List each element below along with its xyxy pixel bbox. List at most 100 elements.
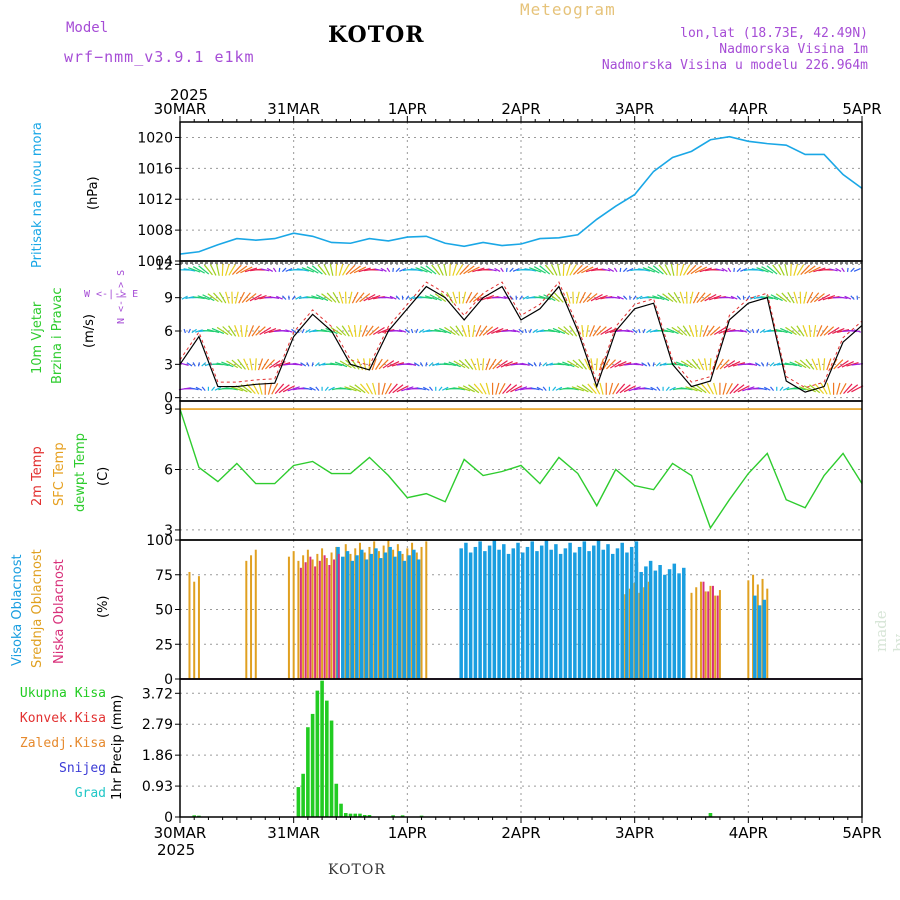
wind-arrow bbox=[671, 326, 684, 336]
wind-arrow bbox=[716, 358, 724, 370]
wind-arrow bbox=[491, 328, 504, 334]
precip-tick-label: 2.79 bbox=[142, 717, 173, 733]
wind-arrow bbox=[429, 294, 442, 302]
wind-arrow bbox=[279, 329, 289, 333]
wind-arrow bbox=[706, 383, 714, 395]
high-cloud-bar bbox=[412, 549, 416, 679]
wind-arrow bbox=[216, 362, 229, 367]
wind-arrow bbox=[602, 268, 611, 272]
legend-hail: Grad bbox=[74, 786, 106, 801]
wind-arrow bbox=[803, 291, 808, 304]
wind-arrow bbox=[665, 386, 670, 392]
wind-arrow bbox=[790, 263, 792, 276]
precip-tick-label: 1.86 bbox=[142, 748, 173, 764]
wind-arrow bbox=[721, 267, 728, 272]
wind-arrow bbox=[291, 295, 296, 300]
wind-arrow bbox=[512, 329, 521, 333]
wind-arrow bbox=[399, 267, 407, 272]
date-tick-bottom: 2APR bbox=[501, 824, 540, 842]
date-tick-bottom: 1APR bbox=[388, 824, 427, 842]
mid-cloud-bar bbox=[292, 551, 295, 679]
wind-arrow bbox=[808, 266, 821, 274]
wind-arrow bbox=[656, 386, 661, 392]
wind-arrow bbox=[850, 295, 855, 300]
wind-arrow bbox=[452, 263, 458, 276]
high-cloud-bar bbox=[554, 544, 558, 679]
wind-arrow bbox=[512, 267, 520, 272]
high-cloud-bar bbox=[402, 560, 407, 679]
date-tick-top: 3APR bbox=[615, 100, 654, 118]
wind-arrow bbox=[377, 328, 390, 334]
wind-arrow bbox=[756, 328, 760, 334]
wind-arrow bbox=[833, 359, 844, 370]
wind-arrow bbox=[581, 324, 584, 338]
high-cloud-bar bbox=[757, 605, 762, 679]
wind-arrow bbox=[222, 326, 233, 336]
wind-arrow bbox=[249, 293, 262, 302]
wind-arrow bbox=[418, 328, 425, 334]
wind-arrow bbox=[666, 327, 679, 335]
wind-arrow bbox=[449, 263, 451, 276]
wind-arrow bbox=[582, 292, 592, 303]
date-tick-top: 4APR bbox=[729, 100, 768, 118]
wind-arrow bbox=[749, 362, 758, 366]
wind-arrow bbox=[300, 362, 307, 367]
wind-arrow bbox=[779, 386, 784, 392]
wind-arrow bbox=[739, 329, 748, 333]
cloud-tick-label: 50 bbox=[155, 603, 173, 619]
wind-arrow bbox=[383, 296, 393, 299]
cloud-tick-label: 100 bbox=[146, 533, 173, 549]
low-cloud-bar bbox=[304, 562, 307, 679]
wind-arrow bbox=[335, 263, 338, 276]
high-cloud-bar bbox=[753, 595, 757, 679]
wind-arrow bbox=[443, 362, 456, 367]
wind-arrow bbox=[334, 361, 348, 368]
wind-arrow bbox=[341, 325, 350, 337]
wind-arrow bbox=[576, 385, 589, 393]
model-label: Model bbox=[66, 20, 109, 36]
wind-arrow bbox=[664, 264, 672, 276]
wind-arrow bbox=[838, 296, 848, 299]
wind-arrow bbox=[441, 386, 449, 391]
wind-arrow bbox=[599, 382, 604, 395]
wind-arrow bbox=[459, 264, 470, 276]
wind-arrow bbox=[475, 325, 482, 337]
wind-arrow bbox=[567, 387, 579, 391]
wind-arrow bbox=[778, 264, 785, 276]
wind-arrow bbox=[261, 358, 270, 370]
wind-arrow bbox=[428, 362, 434, 367]
wind-arrow bbox=[700, 293, 712, 303]
wind-arrow bbox=[405, 295, 410, 300]
wind-arrow bbox=[691, 358, 701, 370]
wind-arrow bbox=[542, 362, 548, 367]
high-cloud-bar bbox=[459, 548, 463, 679]
wind-arrow bbox=[420, 266, 433, 274]
wind-arrow bbox=[793, 263, 799, 276]
high-cloud-bar bbox=[677, 573, 681, 679]
wind-arrow bbox=[430, 329, 442, 333]
wind-arrow bbox=[213, 292, 223, 303]
mid-cloud-bar bbox=[197, 576, 200, 679]
wind-arrow bbox=[410, 328, 414, 334]
wind-arrow bbox=[415, 267, 428, 273]
wind-arrow bbox=[555, 386, 563, 391]
wind-arrow bbox=[386, 361, 400, 368]
mid-cloud-bar bbox=[316, 553, 319, 679]
high-cloud-bar bbox=[364, 559, 369, 679]
lonlat-label: lon,lat (18.73E, 42.49N) bbox=[680, 26, 868, 41]
wind-arrow bbox=[841, 267, 845, 273]
wind-arrow bbox=[257, 358, 264, 371]
high-cloud-bar bbox=[653, 570, 658, 679]
high-cloud-bar bbox=[634, 562, 639, 679]
wind-arrow bbox=[796, 325, 805, 337]
mid-cloud-bar bbox=[287, 556, 290, 679]
wind-arrow bbox=[718, 328, 731, 334]
high-cloud-bar bbox=[549, 549, 553, 679]
wind-arrow bbox=[255, 326, 266, 336]
wind-arrow bbox=[673, 291, 681, 304]
high-cloud-bar bbox=[539, 545, 544, 679]
low-cloud-bar bbox=[333, 559, 336, 679]
wind-arrow bbox=[381, 382, 386, 395]
wind-arrow bbox=[532, 328, 538, 334]
mid-cloud-bar bbox=[714, 595, 717, 679]
